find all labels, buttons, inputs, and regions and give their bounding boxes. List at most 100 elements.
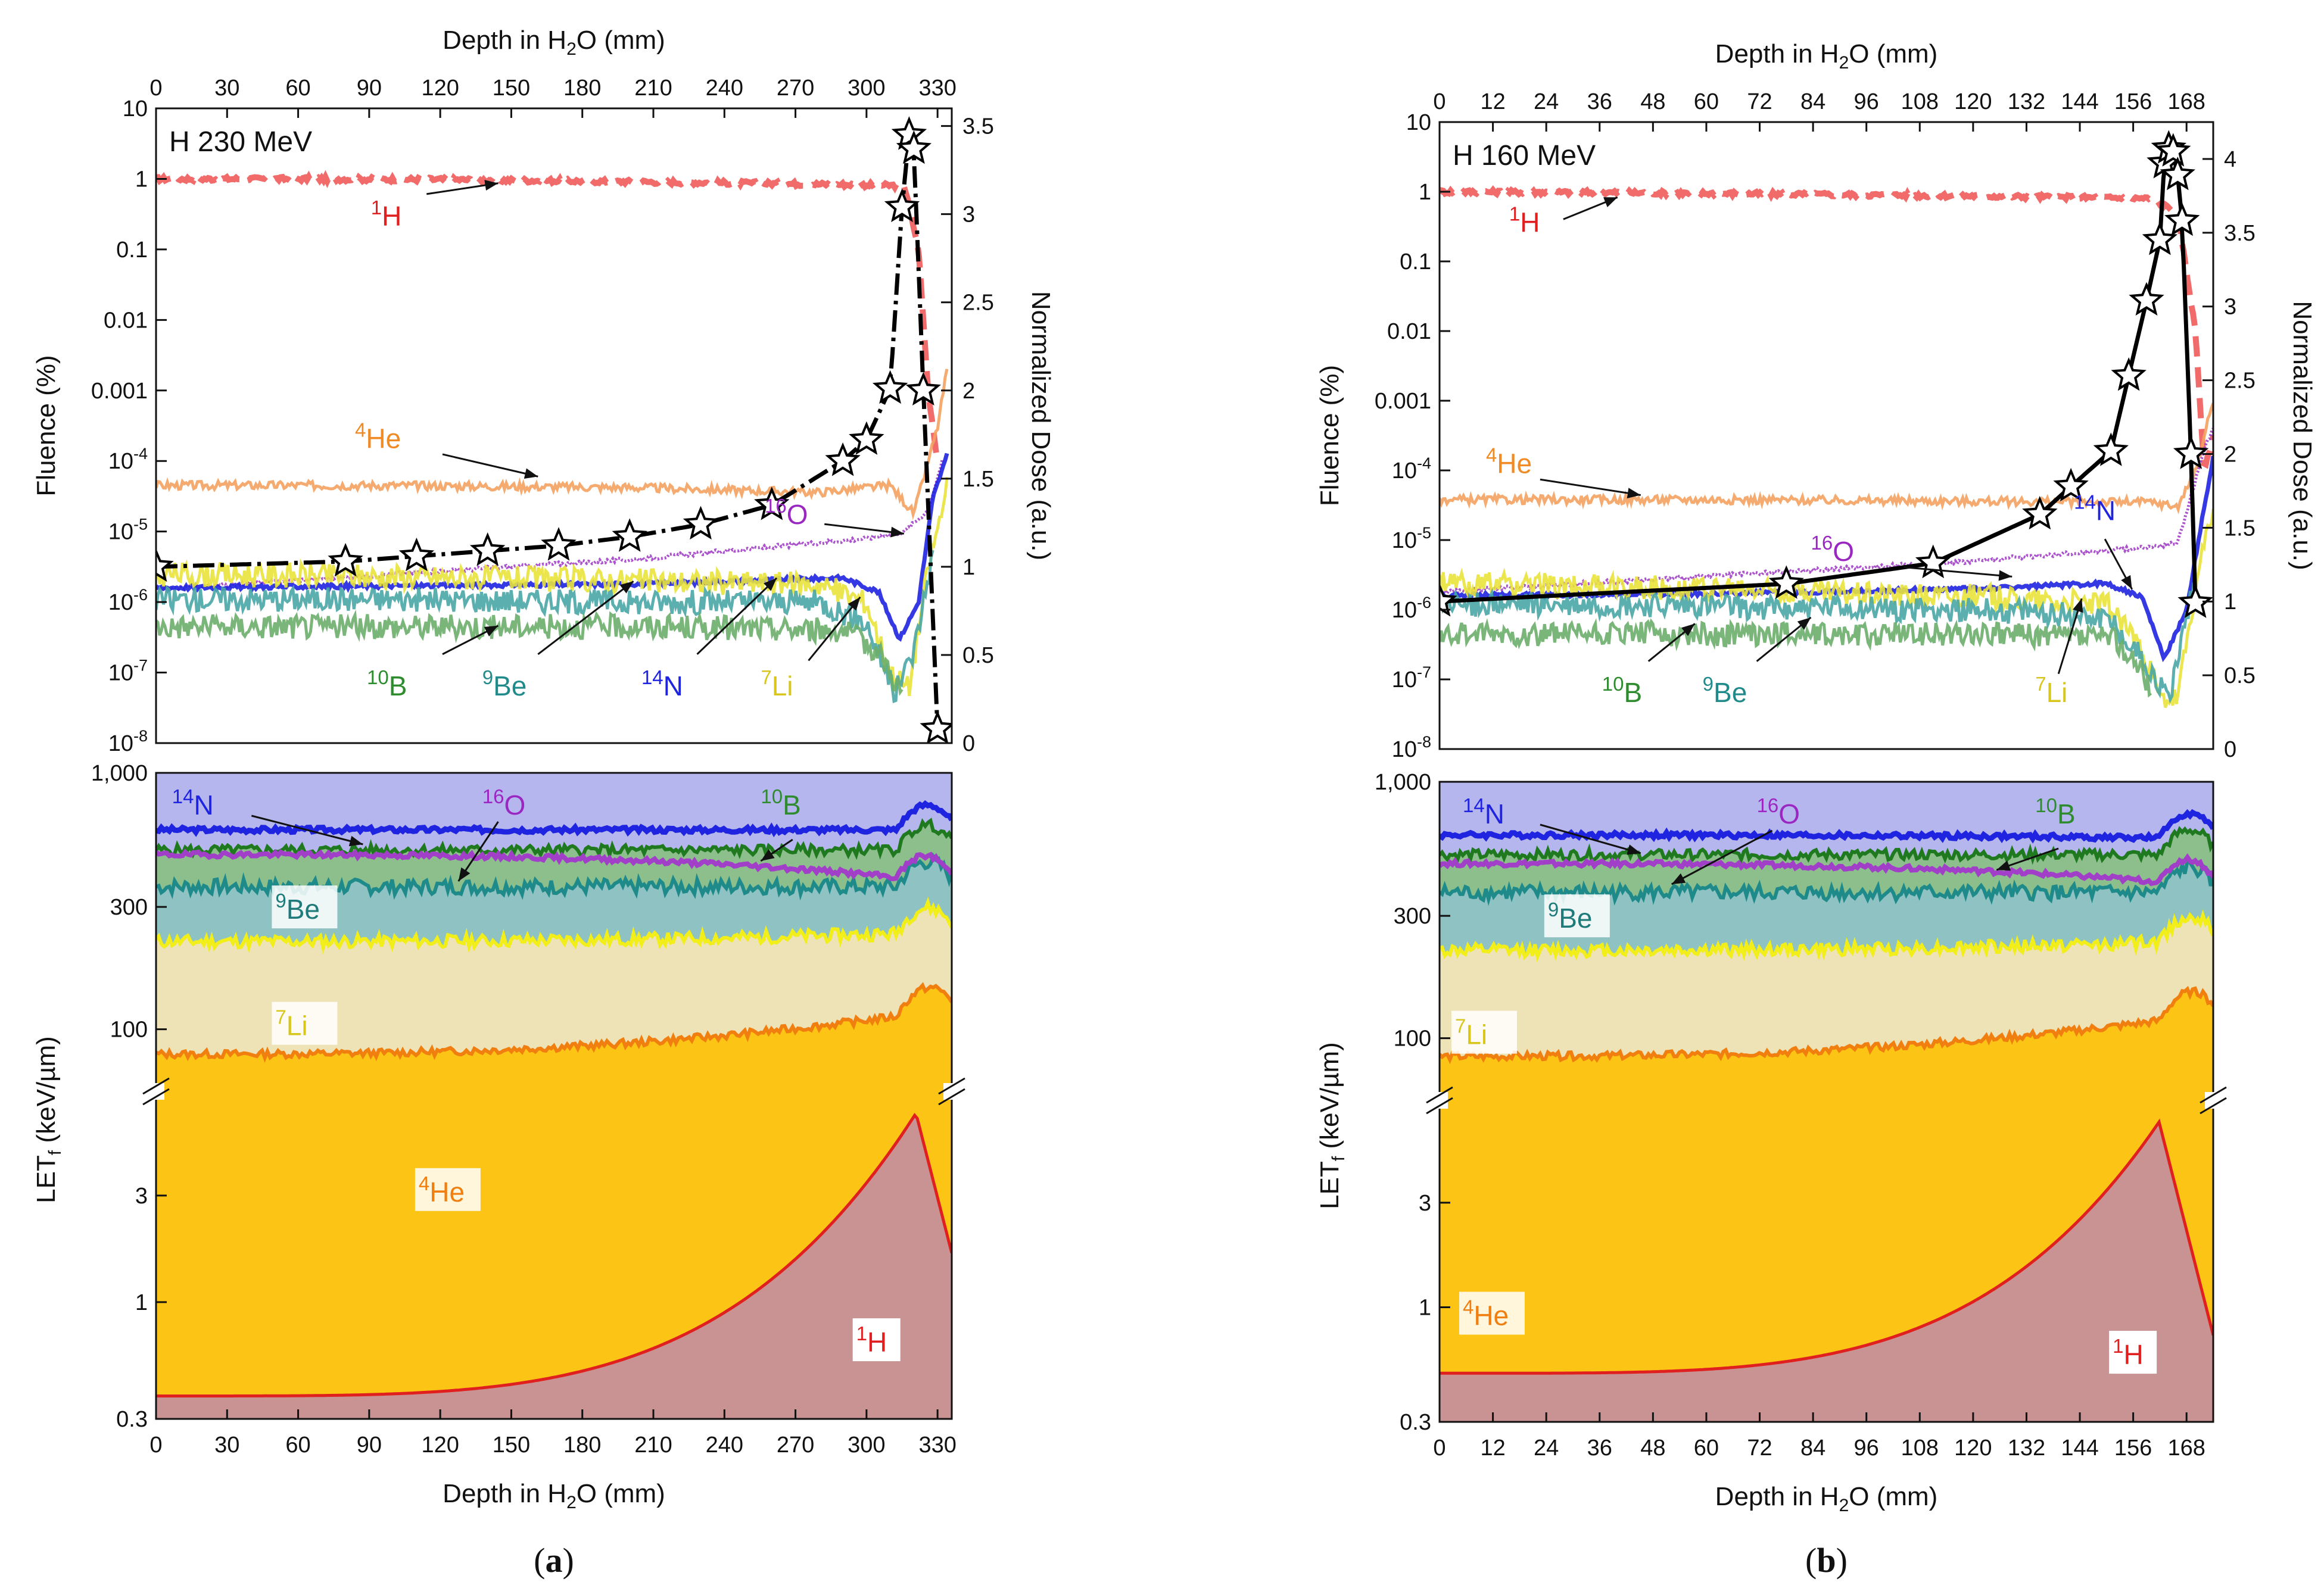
panel-caption: (a) bbox=[534, 1541, 574, 1580]
let-arrow-14N-shaft bbox=[1540, 823, 1641, 854]
bottom-x-tick-label: 150 bbox=[493, 1433, 530, 1458]
dose-marker bbox=[2160, 157, 2195, 191]
bottom-plot-area bbox=[156, 773, 952, 1419]
let-annotation-9Be: 9Be bbox=[1548, 898, 1593, 934]
axis-break-mark bbox=[938, 1077, 965, 1095]
dose-marker bbox=[469, 532, 506, 566]
let-arrow-16O-head bbox=[1671, 873, 1686, 884]
dose-marker bbox=[612, 518, 647, 552]
top-x-tick-label: 72 bbox=[1747, 89, 1772, 114]
dose-y-tick-label: 2 bbox=[962, 379, 975, 404]
dose-marker bbox=[2155, 133, 2191, 167]
let-annotation-16O: 16O bbox=[482, 785, 526, 820]
dose-marker bbox=[849, 421, 884, 455]
fluence-series-1H bbox=[156, 170, 941, 462]
dose-y-tick-label: 3 bbox=[2224, 295, 2236, 320]
fluence-arrow-9Be-shaft bbox=[537, 580, 634, 655]
fluence-series-9Be bbox=[1440, 582, 2197, 704]
dose-marker bbox=[2053, 467, 2089, 502]
top-x-tick-label: 24 bbox=[1534, 89, 1559, 114]
top-x-tick-label: 240 bbox=[706, 76, 743, 101]
top-y-tick-label: 10 bbox=[1406, 110, 1431, 135]
top-x-tick-label: 120 bbox=[1954, 89, 1992, 114]
let-arrow-10B-head bbox=[761, 849, 775, 861]
axis-break-mark bbox=[1426, 1097, 1453, 1115]
let-y-tick-label: 300 bbox=[1394, 904, 1431, 929]
top-x-tick-label: 0 bbox=[149, 76, 162, 101]
dose-y-tick-label: 3 bbox=[962, 202, 975, 227]
top-x-axis-label: Depth in H2O (mm) bbox=[1715, 39, 1938, 73]
let-annotation-bg-7Li bbox=[272, 1002, 338, 1045]
top-y-axis-label: Fluence (%) bbox=[1315, 365, 1344, 506]
bottom-x-tick-label: 330 bbox=[918, 1433, 956, 1458]
fluence-arrow-10B-head bbox=[1681, 623, 1695, 637]
dose-curve bbox=[156, 131, 940, 729]
let-y-tick-label: 1,000 bbox=[91, 761, 148, 786]
top-x-tick-label: 168 bbox=[2168, 89, 2205, 114]
axis-break-mark bbox=[142, 1077, 170, 1095]
let-annotation-10B: 10B bbox=[2035, 794, 2075, 829]
let-annotation-9Be: 9Be bbox=[275, 890, 320, 925]
top-x-tick-label: 210 bbox=[634, 76, 672, 101]
panel-title: H 230 MeV bbox=[169, 126, 312, 158]
fluence-arrow-16O-shaft bbox=[1904, 566, 2013, 578]
let-line-7Li bbox=[1440, 909, 2213, 963]
fluence-series-4He bbox=[1440, 403, 2213, 514]
let-annotation-bg-7Li bbox=[1451, 1010, 1517, 1054]
top-y-tick-label: 10-4 bbox=[1392, 454, 1431, 483]
let-line-14N bbox=[156, 800, 952, 838]
let-fill-4He bbox=[1440, 988, 2213, 1091]
fluence-line-9Be bbox=[1440, 582, 2197, 704]
dose-marker bbox=[2177, 584, 2213, 618]
top-y-tick-label: 1 bbox=[135, 167, 148, 192]
let-fill-4He-gap bbox=[1440, 1091, 2213, 1109]
let-line-9Be bbox=[1440, 857, 2213, 906]
fluence-annotation-1H: 1H bbox=[371, 196, 402, 232]
fluence-line-1H bbox=[1440, 185, 2213, 469]
let-fill-1H bbox=[1440, 1122, 2213, 1422]
fluence-arrow-4He-shaft bbox=[1540, 478, 1641, 497]
fluence-series-4He bbox=[156, 369, 949, 520]
fluence-arrow-14N-head bbox=[763, 578, 777, 591]
fluence-annotation-16O: 16O bbox=[765, 495, 808, 530]
bottom-x-tick-label: 210 bbox=[634, 1433, 672, 1458]
let-annotation-14N: 14N bbox=[172, 785, 214, 820]
top-x-tick-label: 48 bbox=[1640, 89, 1665, 114]
fluence-annotation-10B: 10B bbox=[1602, 673, 1642, 708]
let-fill-1H bbox=[156, 1115, 952, 1419]
fluence-series-16O bbox=[1440, 428, 2213, 597]
dose-marker bbox=[825, 442, 861, 476]
let-annotation-7Li: 7Li bbox=[275, 1006, 307, 1041]
top-y-tick-label: 10-7 bbox=[1392, 663, 1431, 692]
dose-marker bbox=[2164, 202, 2200, 236]
bottom-x-tick-label: 72 bbox=[1747, 1436, 1772, 1461]
fluence-arrow-16O-shaft bbox=[824, 523, 905, 535]
let-line-1H bbox=[156, 1113, 952, 1397]
let-line-4He bbox=[156, 982, 952, 1063]
dose-y-tick-label: 0.5 bbox=[2224, 663, 2256, 688]
top-y-tick-label: 10 bbox=[123, 96, 148, 121]
top-y-tick-label: 10-7 bbox=[108, 657, 148, 686]
top-y-tick-label: 0.01 bbox=[1387, 319, 1431, 344]
let-line-14N bbox=[1440, 809, 2213, 844]
bottom-x-tick-label: 120 bbox=[1954, 1436, 1992, 1461]
let-arrow-16O-head bbox=[458, 867, 471, 881]
fluence-annotation-10B: 10B bbox=[367, 666, 407, 701]
top-frame bbox=[155, 107, 953, 744]
dose-marker bbox=[156, 548, 174, 582]
dose-marker bbox=[754, 486, 790, 520]
fluence-series-10B bbox=[156, 609, 904, 696]
fluence-annotation-14N: 14N bbox=[641, 666, 683, 701]
dose-marker bbox=[920, 710, 952, 743]
dose-y-tick-label: 1 bbox=[962, 555, 975, 580]
top-frame bbox=[1438, 121, 2214, 750]
bottom-x-tick-label: 120 bbox=[421, 1433, 459, 1458]
fluence-line-4He bbox=[1440, 403, 2213, 514]
top-x-tick-label: 84 bbox=[1800, 89, 1825, 114]
top-x-tick-label: 300 bbox=[848, 76, 885, 101]
dose-marker bbox=[1768, 565, 1804, 599]
dose-marker bbox=[896, 130, 932, 164]
dose-y-tick-label: 2 bbox=[2224, 442, 2236, 467]
dose-y-axis-label: Normalized Dose (a.u.) bbox=[2288, 301, 2317, 570]
